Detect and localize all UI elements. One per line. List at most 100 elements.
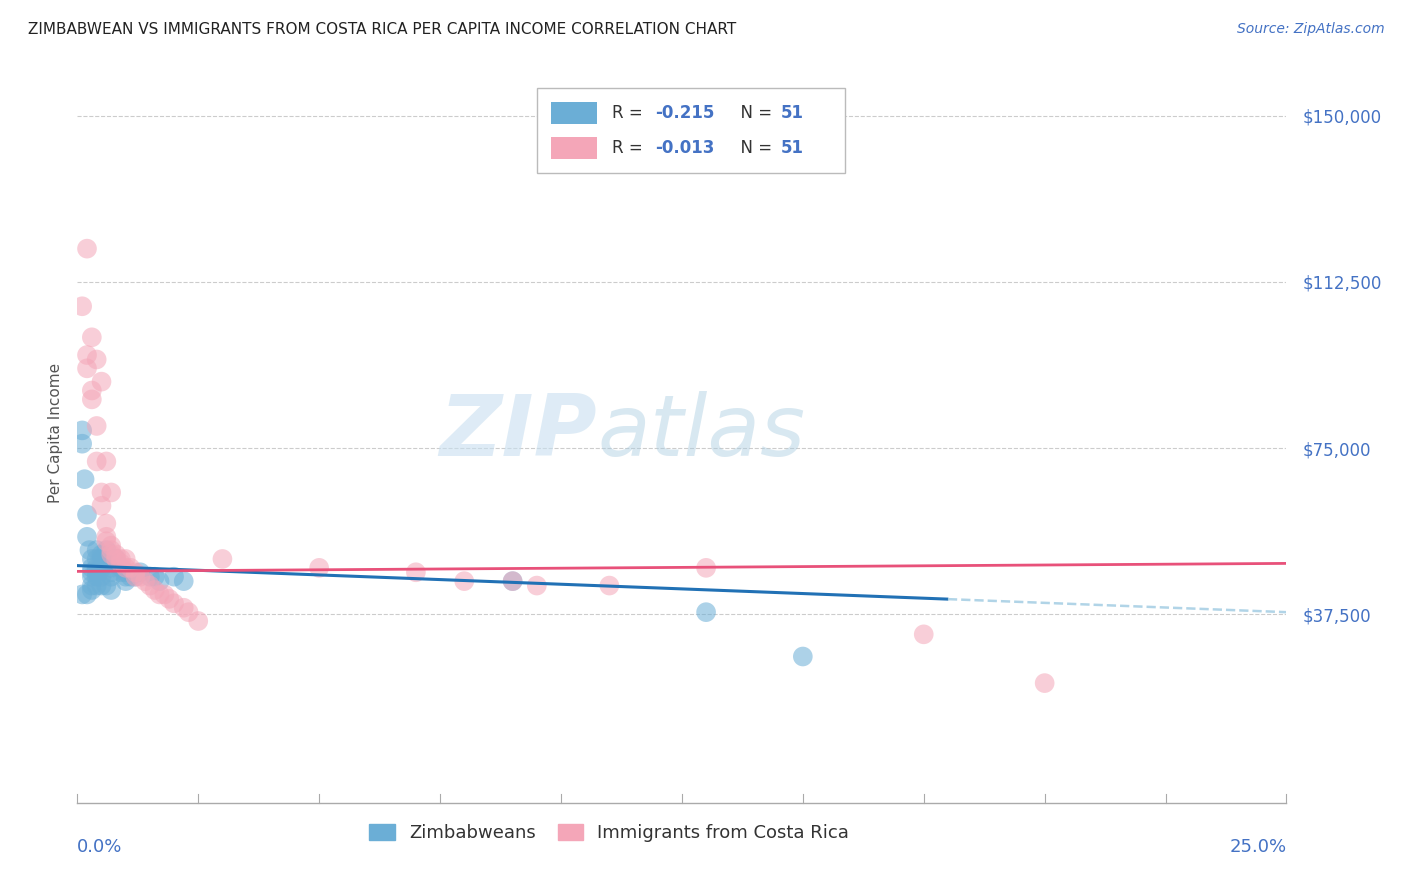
- Point: [90, 485, 112, 500]
- Point: [153, 587, 176, 601]
- Text: -0.215: -0.215: [655, 103, 714, 122]
- Point: [80, 384, 103, 398]
- Point: [80, 552, 103, 566]
- Point: [912, 627, 935, 641]
- Point: [100, 561, 122, 575]
- Point: [114, 574, 136, 588]
- Point: [173, 600, 195, 615]
- Point: [453, 574, 475, 588]
- Point: [80, 578, 103, 592]
- Point: [70, 587, 93, 601]
- Point: [100, 485, 122, 500]
- Point: [86, 352, 108, 367]
- Point: [177, 605, 200, 619]
- Point: [90, 561, 112, 575]
- Point: [90, 375, 112, 389]
- Point: [695, 561, 717, 575]
- Point: [96, 578, 118, 592]
- Point: [96, 557, 118, 571]
- Point: [90, 499, 112, 513]
- Point: [86, 570, 108, 584]
- Point: [105, 552, 128, 566]
- Bar: [551, 137, 598, 160]
- Point: [76, 348, 98, 362]
- Point: [163, 596, 186, 610]
- Text: -0.013: -0.013: [655, 138, 714, 157]
- Point: [105, 557, 128, 571]
- Legend: Zimbabweans, Immigrants from Costa Rica: Zimbabweans, Immigrants from Costa Rica: [363, 816, 856, 849]
- Point: [148, 574, 170, 588]
- Point: [80, 561, 103, 575]
- Text: R =: R =: [612, 103, 648, 122]
- Point: [157, 591, 180, 606]
- Point: [173, 574, 195, 588]
- Point: [96, 516, 118, 531]
- Point: [120, 561, 142, 575]
- Point: [90, 552, 112, 566]
- Text: R =: R =: [612, 138, 648, 157]
- Point: [80, 566, 103, 580]
- Text: Source: ZipAtlas.com: Source: ZipAtlas.com: [1237, 22, 1385, 37]
- Point: [100, 548, 122, 562]
- Point: [105, 548, 128, 562]
- Point: [73, 472, 96, 486]
- Point: [502, 574, 524, 588]
- Point: [124, 566, 146, 580]
- Point: [110, 566, 132, 580]
- Point: [211, 552, 233, 566]
- Point: [110, 552, 132, 566]
- Point: [86, 566, 108, 580]
- Point: [100, 566, 122, 580]
- Point: [96, 530, 118, 544]
- Point: [405, 566, 427, 580]
- Point: [76, 587, 98, 601]
- Point: [100, 582, 122, 597]
- Text: 25.0%: 25.0%: [1229, 838, 1286, 856]
- Point: [139, 578, 162, 592]
- Point: [187, 614, 209, 628]
- Point: [80, 330, 103, 344]
- Point: [86, 578, 108, 592]
- Point: [163, 570, 186, 584]
- Point: [96, 534, 118, 549]
- Point: [79, 543, 101, 558]
- Point: [86, 419, 108, 434]
- Point: [148, 587, 170, 601]
- Bar: [551, 102, 598, 124]
- Point: [96, 543, 118, 558]
- Text: N =: N =: [730, 103, 778, 122]
- Point: [76, 530, 98, 544]
- Point: [114, 552, 136, 566]
- Point: [1033, 676, 1056, 690]
- Point: [76, 361, 98, 376]
- Point: [86, 561, 108, 575]
- Text: ZIP: ZIP: [440, 391, 598, 475]
- Point: [110, 557, 132, 571]
- Point: [96, 454, 118, 468]
- Point: [129, 566, 152, 580]
- Point: [80, 570, 103, 584]
- Point: [86, 552, 108, 566]
- Point: [114, 561, 136, 575]
- Point: [124, 570, 146, 584]
- Point: [526, 578, 548, 592]
- Point: [90, 570, 112, 584]
- Point: [100, 543, 122, 558]
- Text: 51: 51: [782, 138, 804, 157]
- Point: [139, 570, 162, 584]
- Point: [80, 582, 103, 597]
- Point: [124, 570, 146, 584]
- Point: [70, 424, 93, 438]
- Point: [129, 570, 152, 584]
- Point: [143, 582, 166, 597]
- Text: 0.0%: 0.0%: [77, 838, 122, 856]
- Point: [308, 561, 330, 575]
- Point: [70, 299, 93, 313]
- Point: [134, 574, 156, 588]
- Point: [120, 570, 142, 584]
- Point: [143, 570, 166, 584]
- Point: [114, 570, 136, 584]
- Point: [100, 539, 122, 553]
- Point: [100, 570, 122, 584]
- Point: [792, 649, 814, 664]
